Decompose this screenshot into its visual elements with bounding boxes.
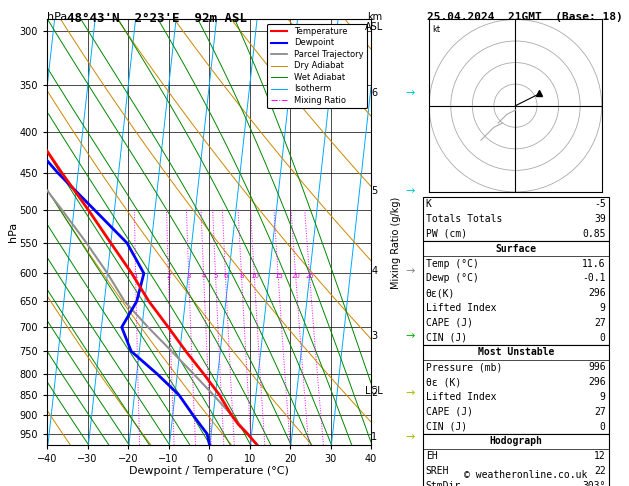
Y-axis label: hPa: hPa bbox=[8, 222, 18, 242]
Text: 25.04.2024  21GMT  (Base: 18): 25.04.2024 21GMT (Base: 18) bbox=[427, 12, 623, 22]
Text: 6: 6 bbox=[223, 273, 228, 279]
Text: 1: 1 bbox=[371, 433, 377, 442]
Text: 22: 22 bbox=[594, 466, 606, 476]
Text: CIN (J): CIN (J) bbox=[426, 332, 467, 343]
Text: CAPE (J): CAPE (J) bbox=[426, 407, 473, 417]
Text: 3: 3 bbox=[371, 331, 377, 341]
Text: LCL: LCL bbox=[365, 386, 383, 396]
Text: 0.85: 0.85 bbox=[582, 229, 606, 239]
Legend: Temperature, Dewpoint, Parcel Trajectory, Dry Adiabat, Wet Adiabat, Isotherm, Mi: Temperature, Dewpoint, Parcel Trajectory… bbox=[267, 24, 367, 108]
Text: SREH: SREH bbox=[426, 466, 449, 476]
Text: →: → bbox=[406, 88, 415, 98]
Text: 6: 6 bbox=[371, 88, 377, 98]
Text: 8: 8 bbox=[239, 273, 244, 279]
Text: CIN (J): CIN (J) bbox=[426, 421, 467, 432]
Text: 0: 0 bbox=[600, 332, 606, 343]
Text: 5: 5 bbox=[213, 273, 218, 279]
Text: 11.6: 11.6 bbox=[582, 259, 606, 269]
Text: K: K bbox=[426, 199, 431, 209]
Text: →: → bbox=[406, 331, 415, 341]
Text: 0: 0 bbox=[600, 421, 606, 432]
Text: 15: 15 bbox=[274, 273, 282, 279]
Text: Lifted Index: Lifted Index bbox=[426, 392, 496, 402]
Text: EH: EH bbox=[426, 451, 438, 461]
Text: CAPE (J): CAPE (J) bbox=[426, 318, 473, 328]
Text: Most Unstable: Most Unstable bbox=[477, 347, 554, 358]
Text: 3: 3 bbox=[186, 273, 191, 279]
Text: 12: 12 bbox=[594, 451, 606, 461]
Text: StmDir: StmDir bbox=[426, 481, 461, 486]
Text: PW (cm): PW (cm) bbox=[426, 229, 467, 239]
Text: -5: -5 bbox=[594, 199, 606, 209]
Text: Mixing Ratio (g/kg): Mixing Ratio (g/kg) bbox=[391, 197, 401, 289]
Text: 296: 296 bbox=[588, 377, 606, 387]
Text: 303°: 303° bbox=[582, 481, 606, 486]
Text: 27: 27 bbox=[594, 318, 606, 328]
Text: Dewp (°C): Dewp (°C) bbox=[426, 273, 479, 283]
Text: kt: kt bbox=[433, 25, 441, 34]
Text: 2: 2 bbox=[371, 388, 377, 398]
Text: 20: 20 bbox=[291, 273, 300, 279]
Text: →: → bbox=[406, 186, 415, 196]
Text: © weatheronline.co.uk: © weatheronline.co.uk bbox=[464, 470, 587, 480]
Text: θε (K): θε (K) bbox=[426, 377, 461, 387]
Text: -0.1: -0.1 bbox=[582, 273, 606, 283]
Text: 39: 39 bbox=[594, 214, 606, 224]
Text: 1: 1 bbox=[133, 273, 138, 279]
Text: 4: 4 bbox=[371, 266, 377, 276]
Text: θε(K): θε(K) bbox=[426, 288, 455, 298]
X-axis label: Dewpoint / Temperature (°C): Dewpoint / Temperature (°C) bbox=[129, 467, 289, 476]
Text: Lifted Index: Lifted Index bbox=[426, 303, 496, 313]
Text: km
ASL: km ASL bbox=[365, 12, 384, 32]
Text: Pressure (mb): Pressure (mb) bbox=[426, 362, 502, 372]
Text: hPa: hPa bbox=[47, 12, 67, 22]
Text: →: → bbox=[406, 388, 415, 398]
Text: 10: 10 bbox=[250, 273, 259, 279]
Text: 296: 296 bbox=[588, 288, 606, 298]
Text: 48°43'N  2°23'E  92m ASL: 48°43'N 2°23'E 92m ASL bbox=[67, 12, 247, 25]
Text: →: → bbox=[406, 266, 415, 276]
Text: 5: 5 bbox=[371, 186, 377, 196]
Text: Temp (°C): Temp (°C) bbox=[426, 259, 479, 269]
Text: 25: 25 bbox=[305, 273, 314, 279]
Text: 4: 4 bbox=[201, 273, 206, 279]
Text: 9: 9 bbox=[600, 392, 606, 402]
Text: 9: 9 bbox=[600, 303, 606, 313]
Text: 27: 27 bbox=[594, 407, 606, 417]
Text: 996: 996 bbox=[588, 362, 606, 372]
Text: Surface: Surface bbox=[495, 243, 537, 254]
Text: 2: 2 bbox=[166, 273, 170, 279]
Text: Totals Totals: Totals Totals bbox=[426, 214, 502, 224]
Text: Hodograph: Hodograph bbox=[489, 436, 542, 447]
Text: →: → bbox=[406, 433, 415, 442]
